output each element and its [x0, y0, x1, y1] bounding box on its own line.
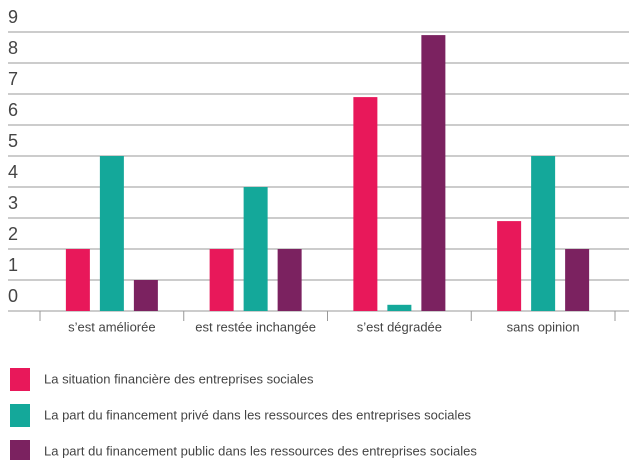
- bar: [531, 156, 556, 311]
- y-tick-label: 7: [8, 69, 18, 89]
- bar: [99, 156, 124, 311]
- bar: [565, 249, 590, 311]
- y-tick-label: 5: [8, 131, 18, 151]
- y-tick-label: 9: [8, 7, 18, 27]
- x-tick-label: s’est améliorée: [68, 319, 155, 334]
- legend-swatch: [10, 440, 30, 460]
- bar: [243, 187, 268, 311]
- y-tick-label: 6: [8, 100, 18, 120]
- y-tick-label: 2: [8, 224, 18, 244]
- y-tick-label: 1: [8, 255, 18, 275]
- legend-swatch: [10, 368, 30, 391]
- legend-label: La situation financière des entreprises …: [44, 371, 314, 386]
- y-tick-label: 4: [8, 162, 18, 182]
- legend-label: La part du financement public dans les r…: [44, 443, 477, 458]
- bar: [497, 221, 522, 311]
- bar: [209, 249, 234, 311]
- y-tick-label: 0: [8, 286, 18, 306]
- bar: [277, 249, 302, 311]
- x-tick-label: est restée inchangée: [195, 319, 316, 334]
- legend-label: La part du financement privé dans les re…: [44, 407, 472, 422]
- bar: [65, 249, 90, 311]
- bar: [133, 280, 158, 311]
- bar: [421, 35, 446, 311]
- x-tick-label: s’est dégradée: [357, 319, 442, 334]
- x-tick-label: sans opinion: [507, 319, 580, 334]
- y-tick-label: 8: [8, 38, 18, 58]
- bar: [353, 97, 378, 311]
- legend-swatch: [10, 404, 30, 427]
- y-tick-label: 3: [8, 193, 18, 213]
- bar: [387, 304, 412, 311]
